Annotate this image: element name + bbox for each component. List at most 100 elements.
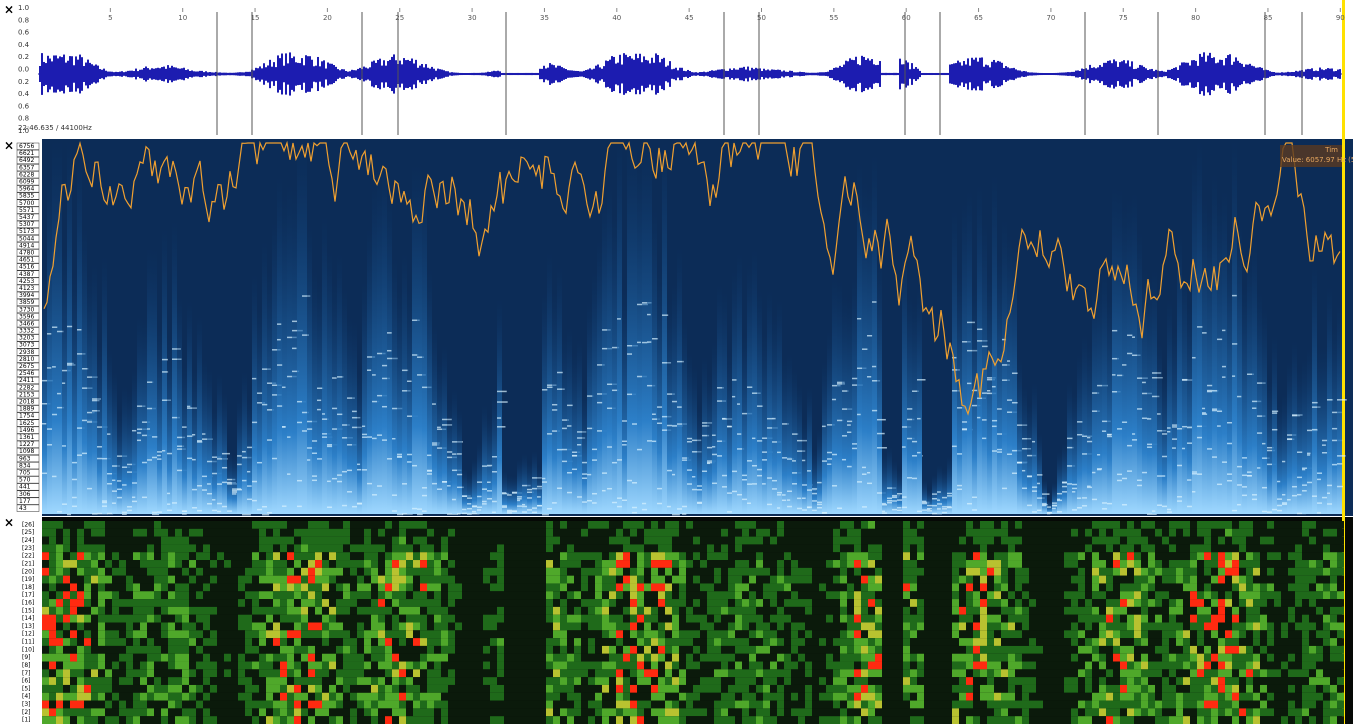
- chroma-cell: [476, 575, 483, 584]
- chroma-cell: [224, 677, 231, 685]
- chroma-cell: [413, 653, 420, 662]
- chroma-cell: [833, 591, 840, 600]
- chroma-cell: [819, 614, 826, 623]
- spectrogram-column: [977, 184, 982, 514]
- chroma-cell: [588, 575, 595, 584]
- spectral-peak: [827, 451, 835, 454]
- chroma-cell: [588, 708, 595, 717]
- chroma-cell: [112, 684, 119, 693]
- chroma-cell: [798, 638, 805, 646]
- spectral-peak: [652, 440, 657, 443]
- chroma-cell: [476, 536, 483, 545]
- chroma-cell: [791, 567, 798, 576]
- chroma-cell: [413, 622, 420, 631]
- spectral-peak: [1107, 435, 1117, 438]
- chroma-cell: [105, 700, 112, 709]
- spectral-peak: [782, 423, 789, 425]
- chroma-cell: [252, 536, 259, 545]
- chroma-cell: [518, 552, 525, 561]
- chroma-cell: [525, 560, 532, 568]
- spectral-peak: [702, 434, 710, 437]
- spectrogram-column: [947, 456, 952, 514]
- chroma-cell: [399, 599, 406, 607]
- chroma-cell: [224, 521, 231, 529]
- chroma-cell: [777, 567, 784, 576]
- chroma-cell: [497, 669, 504, 678]
- chroma-cell: [833, 684, 840, 693]
- chroma-cell: [546, 591, 553, 600]
- chroma-cell: [574, 536, 581, 545]
- chroma-cell: [693, 591, 700, 600]
- chroma-cell: [98, 661, 105, 670]
- chroma-cell: [308, 583, 315, 592]
- chroma-cell: [322, 583, 329, 592]
- chroma-cell: [728, 606, 735, 615]
- chroma-cell: [98, 684, 105, 693]
- spectral-peak: [832, 398, 837, 401]
- chroma-cell: [707, 567, 714, 576]
- chroma-cell: [441, 708, 448, 717]
- chroma-cell: [392, 544, 399, 553]
- spectrogram-column: [852, 277, 857, 514]
- chroma-cell: [630, 630, 637, 639]
- spectral-peak: [862, 466, 866, 469]
- chroma-cell: [133, 614, 140, 623]
- spectral-peak: [1092, 471, 1096, 474]
- chroma-cell: [777, 614, 784, 623]
- chroma-cell: [595, 606, 602, 615]
- chroma-cell: [112, 528, 119, 537]
- chroma-cell: [840, 567, 847, 576]
- chroma-cell: [623, 521, 630, 529]
- chroma-cell: [609, 700, 616, 709]
- spectral-peak: [1087, 436, 1091, 439]
- playhead: [1342, 0, 1345, 724]
- chroma-cell: [637, 606, 644, 615]
- chroma-cell: [98, 583, 105, 592]
- chroma-cell: [784, 575, 791, 584]
- chroma-cell: [238, 544, 245, 553]
- chroma-cell: [490, 716, 497, 724]
- chroma-cell: [294, 591, 301, 600]
- chroma-cell: [847, 560, 854, 568]
- chroma-cell: [553, 700, 560, 709]
- chroma-cell: [322, 544, 329, 553]
- chroma-cell: [714, 591, 721, 600]
- spectral-peak: [937, 499, 941, 501]
- chroma-cell: [329, 560, 336, 568]
- spectral-peak: [1212, 408, 1221, 410]
- chroma-cell: [112, 544, 119, 553]
- chroma-cell: [42, 630, 49, 639]
- chroma-cell: [763, 575, 770, 584]
- chroma-cell: [812, 716, 819, 724]
- chroma-cell: [399, 638, 406, 646]
- chroma-cell: [567, 521, 574, 529]
- spectral-peak: [357, 463, 361, 466]
- chroma-cell: [252, 669, 259, 678]
- chroma-cell: [497, 622, 504, 631]
- chroma-cell: [140, 700, 147, 709]
- spectral-peak: [1222, 329, 1226, 332]
- spectral-peak: [562, 419, 569, 421]
- chroma-cell: [602, 591, 609, 600]
- chroma-cell: [378, 669, 385, 678]
- chroma-cell: [378, 606, 385, 615]
- chroma-cell: [819, 575, 826, 584]
- chroma-cell: [525, 692, 532, 701]
- spectral-peak: [127, 509, 132, 512]
- spectrogram-column: [642, 141, 647, 514]
- spectral-peak: [1312, 406, 1321, 408]
- chroma-cell: [413, 677, 420, 685]
- chroma-cell: [847, 716, 854, 724]
- spectral-peak: [1287, 438, 1293, 440]
- spectral-peak: [567, 425, 572, 427]
- spectral-peak: [1252, 494, 1259, 496]
- chroma-cell: [147, 692, 154, 701]
- chroma-cell: [455, 536, 462, 545]
- chroma-cell: [189, 575, 196, 584]
- chroma-cell: [679, 716, 686, 724]
- chroma-cell: [420, 560, 427, 568]
- chroma-cell: [49, 638, 56, 646]
- spectral-peak: [1322, 439, 1329, 442]
- chroma-cell: [161, 560, 168, 568]
- chroma-cell: [336, 567, 343, 576]
